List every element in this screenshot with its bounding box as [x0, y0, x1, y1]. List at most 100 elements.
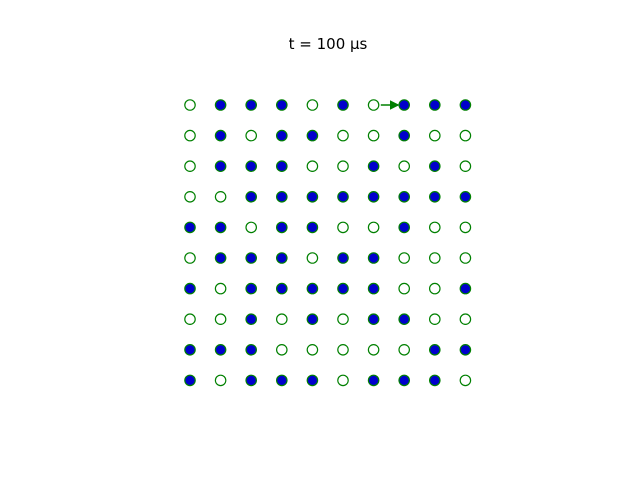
- empty-site: [306, 252, 319, 264]
- empty-site: [337, 129, 349, 142]
- empty-site: [337, 343, 349, 356]
- occupied-site: [275, 129, 288, 142]
- empty-site: [337, 313, 349, 325]
- occupied-site: [275, 191, 288, 203]
- empty-site: [306, 99, 319, 111]
- occupied-site: [245, 252, 257, 264]
- occupied-site: [245, 160, 257, 172]
- occupied-site: [398, 221, 410, 234]
- empty-site: [214, 374, 227, 387]
- occupied-site: [306, 221, 319, 234]
- empty-site: [367, 99, 380, 111]
- occupied-site: [275, 374, 288, 387]
- occupied-site: [337, 191, 349, 203]
- occupied-site: [275, 99, 288, 111]
- occupied-site: [459, 282, 472, 295]
- occupied-site: [428, 343, 441, 356]
- occupied-site: [367, 374, 380, 387]
- occupied-site: [214, 129, 227, 142]
- occupied-site: [245, 313, 257, 325]
- occupied-site: [275, 160, 288, 172]
- occupied-site: [367, 191, 380, 203]
- empty-site: [428, 313, 441, 325]
- empty-site: [459, 129, 472, 142]
- occupied-site: [275, 282, 288, 295]
- empty-site: [337, 221, 349, 234]
- empty-site: [184, 313, 196, 325]
- figure-title: t = 100 µs: [289, 35, 368, 53]
- occupied-site: [275, 221, 288, 234]
- occupied-site: [398, 191, 410, 203]
- occupied-site: [306, 129, 319, 142]
- occupied-site: [214, 343, 227, 356]
- occupied-site: [398, 129, 410, 142]
- empty-site: [275, 343, 288, 356]
- occupied-site: [245, 343, 257, 356]
- occupied-site: [337, 282, 349, 295]
- occupied-site: [367, 252, 380, 264]
- occupied-site: [337, 99, 349, 111]
- occupied-site: [367, 282, 380, 295]
- empty-site: [184, 160, 196, 172]
- empty-site: [398, 160, 410, 172]
- occupied-site: [214, 221, 227, 234]
- empty-site: [306, 160, 319, 172]
- occupied-site: [214, 160, 227, 172]
- occupied-site: [337, 252, 349, 264]
- occupied-site: [245, 191, 257, 203]
- empty-site: [275, 313, 288, 325]
- occupied-site: [428, 160, 441, 172]
- occupied-site: [428, 99, 441, 111]
- occupied-site: [398, 313, 410, 325]
- empty-site: [459, 252, 472, 264]
- empty-site: [214, 313, 227, 325]
- empty-site: [367, 343, 380, 356]
- empty-site: [398, 282, 410, 295]
- occupied-site: [184, 282, 196, 295]
- empty-site: [459, 374, 472, 387]
- empty-site: [306, 343, 319, 356]
- occupied-site: [306, 374, 319, 387]
- occupied-site: [214, 99, 227, 111]
- empty-site: [398, 252, 410, 264]
- occupied-site: [184, 343, 196, 356]
- empty-site: [245, 129, 257, 142]
- empty-site: [428, 221, 441, 234]
- occupied-site: [459, 343, 472, 356]
- empty-site: [459, 221, 472, 234]
- empty-site: [459, 160, 472, 172]
- empty-site: [459, 313, 472, 325]
- occupied-site: [306, 191, 319, 203]
- occupied-site: [428, 374, 441, 387]
- occupied-site: [214, 252, 227, 264]
- empty-site: [184, 252, 196, 264]
- empty-site: [428, 282, 441, 295]
- occupied-site: [306, 313, 319, 325]
- empty-site: [245, 221, 257, 234]
- occupied-site: [398, 99, 410, 111]
- occupied-site: [459, 99, 472, 111]
- occupied-site: [184, 221, 196, 234]
- occupied-site: [245, 374, 257, 387]
- empty-site: [428, 252, 441, 264]
- occupied-site: [367, 160, 380, 172]
- occupied-site: [245, 99, 257, 111]
- empty-site: [337, 160, 349, 172]
- occupied-site: [184, 374, 196, 387]
- lattice-sites: [184, 99, 472, 387]
- occupied-site: [245, 282, 257, 295]
- empty-site: [367, 221, 380, 234]
- empty-site: [367, 129, 380, 142]
- occupied-site: [398, 374, 410, 387]
- occupied-site: [306, 282, 319, 295]
- occupied-site: [367, 313, 380, 325]
- empty-site: [398, 343, 410, 356]
- empty-site: [337, 374, 349, 387]
- empty-site: [184, 129, 196, 142]
- empty-site: [184, 191, 196, 203]
- empty-site: [214, 282, 227, 295]
- occupied-site: [459, 191, 472, 203]
- empty-site: [184, 99, 196, 111]
- occupied-site: [428, 191, 441, 203]
